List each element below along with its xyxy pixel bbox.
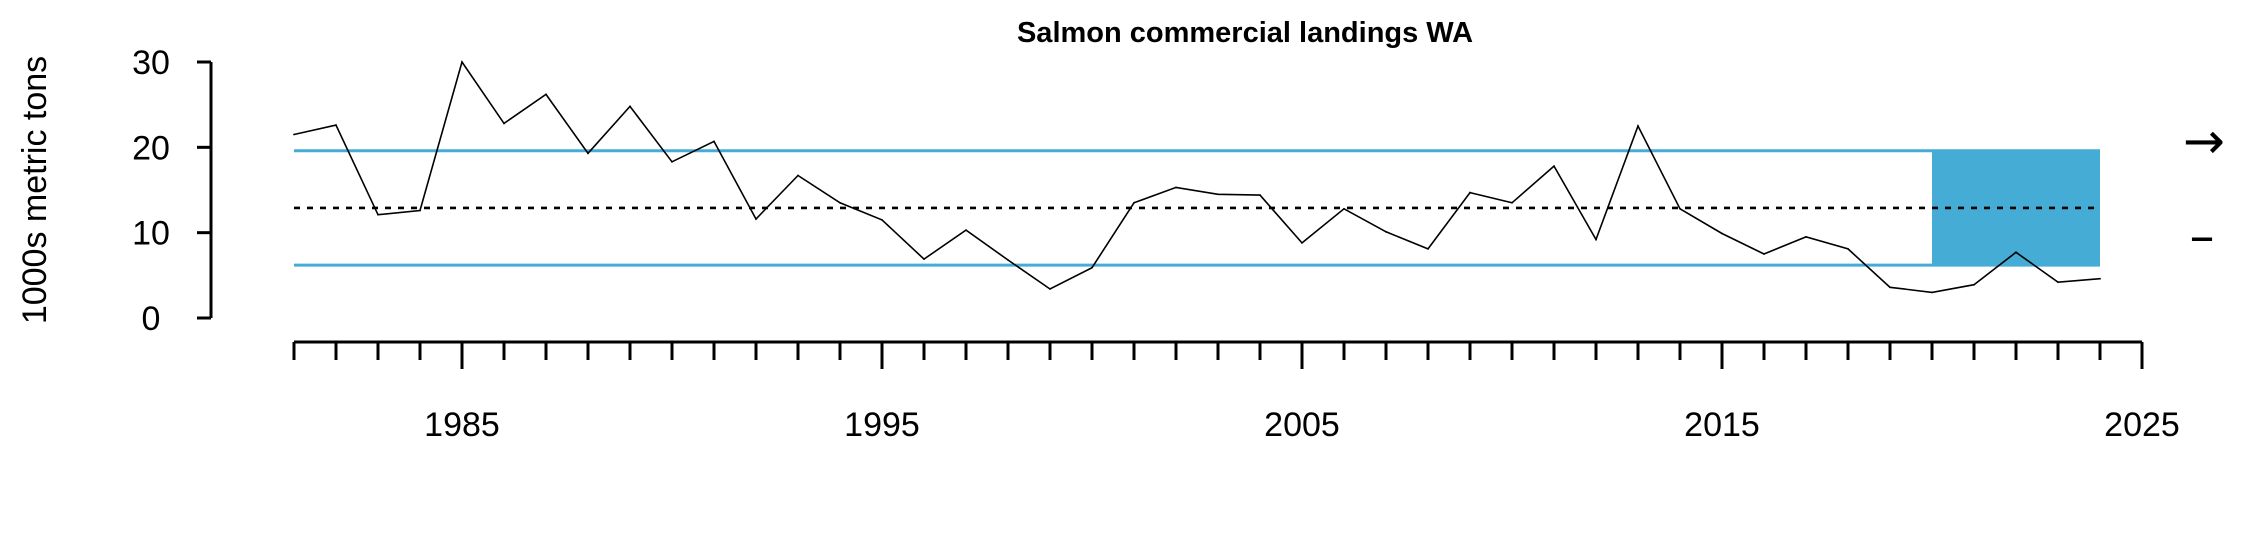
data-point: [1049, 288, 1051, 290]
plot-area: [293, 60, 2101, 294]
trend-symbol: →: [2183, 112, 2225, 170]
data-point: [1679, 207, 1681, 210]
data-point: [461, 61, 463, 63]
data-point: [503, 122, 505, 125]
data-point: [1385, 230, 1387, 233]
data-point: [1175, 186, 1177, 189]
data-point: [1973, 283, 1975, 286]
x-axis: 1985 1995 2005 2015 2025: [292, 340, 2180, 444]
data-point: [1091, 266, 1093, 269]
y-tick-label: 0: [142, 300, 161, 338]
data-point: [1889, 286, 1891, 289]
data-point: [755, 218, 757, 220]
data-point: [419, 209, 421, 212]
data-point: [2099, 277, 2101, 280]
data-point: [1847, 247, 1849, 250]
data-point: [1511, 201, 1513, 204]
data-point: [923, 258, 925, 261]
data-point: [713, 140, 715, 143]
data-point: [1721, 232, 1723, 235]
x-tick-label: 2015: [1684, 406, 1760, 444]
x-tick-label: 2025: [2104, 406, 2180, 444]
data-point: [1259, 194, 1261, 197]
data-point: [1553, 165, 1555, 168]
y-tick-label: 30: [132, 44, 170, 82]
data-point: [839, 201, 841, 204]
series-line-0: [293, 60, 2101, 294]
data-point: [1301, 242, 1303, 244]
chart-title: Salmon commercial landings WA: [1017, 17, 1473, 49]
data-point: [1343, 207, 1345, 210]
data-point: [293, 133, 295, 136]
data-point: [629, 105, 631, 108]
data-point: [1595, 238, 1597, 241]
data-point: [2057, 281, 2059, 284]
y-tick-label: 20: [132, 129, 170, 167]
y-axis: 0 10 20 30: [132, 44, 213, 338]
data-point: [671, 160, 673, 163]
mean-symbol: –: [2190, 207, 2215, 265]
data-point: [545, 93, 547, 96]
data-point: [335, 124, 337, 127]
data-point: [881, 218, 883, 221]
data-point: [377, 213, 379, 216]
x-tick-label: 1995: [844, 406, 920, 444]
data-point: [1217, 193, 1219, 196]
data-point: [965, 229, 967, 232]
data-point: [1763, 253, 1765, 255]
data-point: [797, 174, 799, 177]
data-point: [1469, 191, 1471, 194]
y-axis-title: 1000s metric tons: [16, 56, 54, 324]
data-point: [1427, 247, 1429, 250]
x-tick-label: 2005: [1264, 406, 1340, 444]
data-point: [1805, 236, 1807, 238]
data-point: [1007, 259, 1009, 261]
data-point: [1931, 291, 1933, 294]
x-tick-label: 1985: [424, 406, 500, 444]
data-point: [1637, 125, 1639, 127]
data-point: [1133, 201, 1135, 204]
data-point: [2015, 251, 2017, 254]
data-point: [587, 152, 589, 155]
y-tick-label: 10: [132, 215, 170, 253]
